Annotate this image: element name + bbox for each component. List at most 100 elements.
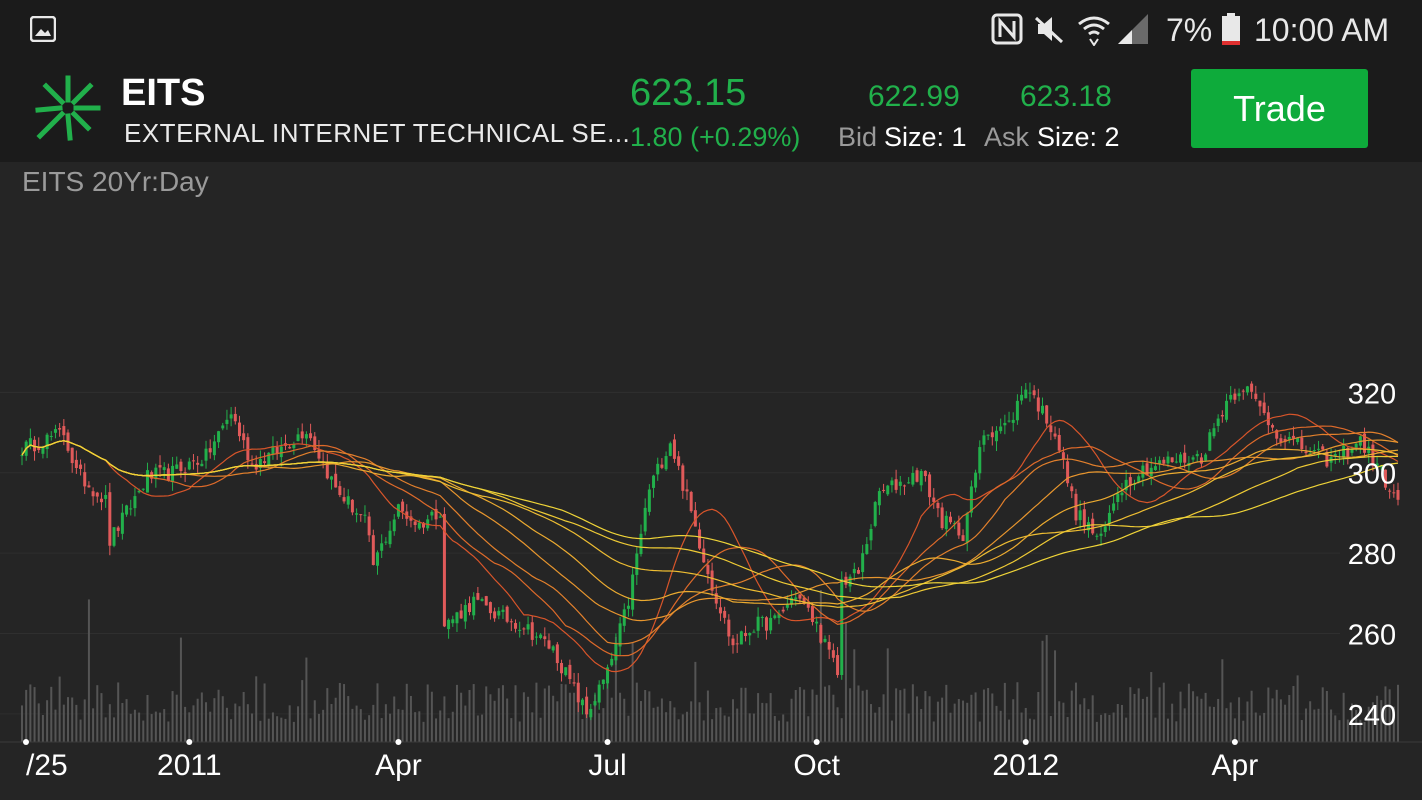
candle-body <box>672 439 676 459</box>
volume-bar <box>577 694 580 742</box>
candle-body <box>827 641 831 650</box>
candle-body <box>171 465 175 483</box>
volume-bar <box>1200 698 1203 742</box>
candle <box>911 466 915 487</box>
candle-body <box>689 491 693 512</box>
volume-bar <box>87 599 90 742</box>
volume-bar <box>1371 702 1374 742</box>
volume-bar <box>58 676 61 742</box>
candle <box>560 659 564 682</box>
volume-bar <box>924 691 927 742</box>
candle-body <box>1275 430 1279 439</box>
candle <box>338 481 342 498</box>
candle <box>300 423 304 445</box>
volume-bar <box>460 692 463 742</box>
candle-body <box>614 642 618 661</box>
candle <box>1208 429 1212 452</box>
candle <box>672 434 676 463</box>
x-tick-dot <box>23 739 29 745</box>
candle-body <box>493 611 497 619</box>
candle-body <box>560 662 564 674</box>
candle-body <box>760 616 764 618</box>
candle-body <box>242 433 246 441</box>
candle-body <box>20 455 24 457</box>
candle <box>894 469 898 494</box>
candle-body <box>622 609 626 626</box>
volume-bar <box>501 685 504 742</box>
volume-bar <box>970 694 973 742</box>
candle-body <box>1145 463 1149 476</box>
candle <box>810 602 814 626</box>
candle <box>501 605 505 619</box>
candle-body <box>752 631 756 633</box>
candle-body <box>606 667 610 684</box>
volume-bar <box>100 693 103 742</box>
volume-bar <box>288 705 291 742</box>
volume-bar <box>681 714 684 742</box>
candle <box>346 489 350 509</box>
candle <box>773 613 777 620</box>
candle <box>1321 444 1325 450</box>
candle <box>74 450 78 474</box>
candle-body <box>723 610 727 618</box>
candle-body <box>317 449 321 459</box>
ask-label: Ask <box>984 122 1030 152</box>
candle-body <box>49 435 53 437</box>
candle-body <box>91 491 95 497</box>
candle-body <box>476 593 480 600</box>
candle <box>430 510 434 521</box>
candle <box>856 567 860 575</box>
volume-bar <box>322 709 325 742</box>
candle <box>928 471 932 506</box>
candle-body <box>1087 522 1091 531</box>
candle <box>116 525 120 537</box>
candle <box>1040 397 1044 416</box>
candle-body <box>1346 447 1350 457</box>
image-icon <box>30 16 56 42</box>
candle <box>313 432 317 453</box>
candle <box>685 479 689 501</box>
volume-bar <box>1150 672 1153 742</box>
candle <box>744 625 748 642</box>
candle <box>480 597 484 602</box>
candle-body <box>480 599 484 601</box>
volume-bar <box>1208 706 1211 742</box>
candle-body <box>225 419 229 424</box>
x-tick-label: Apr <box>1212 749 1259 782</box>
candle <box>1291 426 1295 446</box>
candle <box>200 459 204 467</box>
candle <box>447 618 451 639</box>
volume-bar <box>539 717 542 742</box>
volume-bar <box>326 688 329 742</box>
candle-body <box>300 431 304 439</box>
volume-bar <box>472 684 475 742</box>
price-chart[interactable]: 320 300 280 260 240/25 2011 Apr Jul Oct 2012 Apr <box>0 162 1422 800</box>
candle-body <box>1279 438 1283 443</box>
candle-body <box>417 522 421 529</box>
candle <box>748 632 752 646</box>
candle <box>350 499 354 516</box>
trade-button[interactable]: Trade <box>1191 69 1368 148</box>
volume-bar <box>1154 717 1157 742</box>
candle <box>886 484 890 497</box>
candle <box>476 586 480 601</box>
volume-bar <box>246 704 249 742</box>
volume-bar <box>619 692 622 742</box>
volume-bar <box>740 687 743 742</box>
volume-bar <box>1158 687 1161 742</box>
candle-body <box>898 481 902 486</box>
candle-body <box>1317 448 1321 450</box>
candle-body <box>986 434 990 436</box>
volume-bar <box>506 698 509 742</box>
volume-bar <box>694 661 697 742</box>
candle-body <box>346 496 350 505</box>
candle-body <box>1296 437 1300 443</box>
volume-bar <box>962 700 965 742</box>
volume-bar <box>163 709 166 742</box>
volume-bar <box>1367 706 1370 742</box>
candle-body <box>522 628 526 630</box>
volume-bar <box>196 698 199 742</box>
volume-bar <box>1267 687 1270 742</box>
volume-bar <box>1263 712 1266 742</box>
candle <box>681 463 685 499</box>
